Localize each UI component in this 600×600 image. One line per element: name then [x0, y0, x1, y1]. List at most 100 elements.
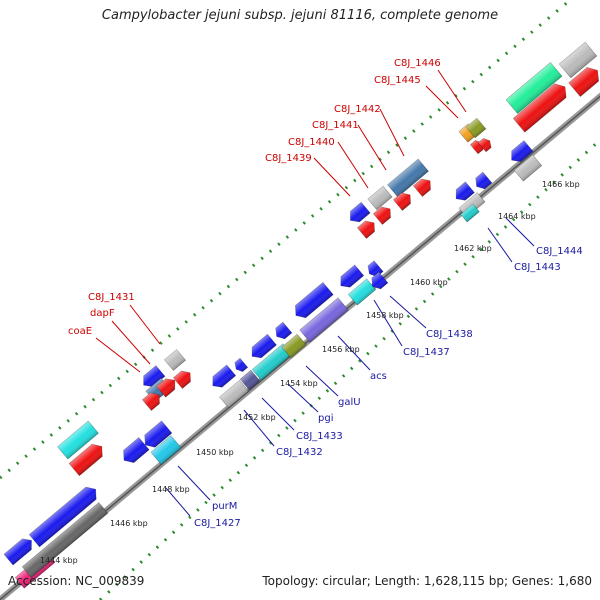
gene-feature: [150, 435, 182, 465]
connector-line: [287, 383, 319, 413]
gene-feature: [512, 83, 567, 133]
gene-feature: [251, 333, 277, 359]
gene-label-top: C8J_1442: [334, 104, 381, 115]
gene-feature: [371, 271, 389, 290]
gene-label-bottom: C8J_1443: [514, 262, 561, 273]
gene-feature: [505, 62, 563, 114]
gene-label-bottom: C8J_1433: [296, 431, 343, 442]
gene-feature: [239, 369, 261, 391]
gene-label-top: C8J_1440: [288, 137, 335, 148]
accession-text: Accession: NC_009839: [8, 574, 145, 588]
gene-feature: [455, 181, 475, 201]
gene-feature: [475, 171, 493, 190]
gene-feature: [123, 437, 150, 463]
gene-features: [3, 41, 599, 589]
tick-label: 1450 kbp: [196, 448, 234, 457]
label-connectors: [95, 69, 535, 517]
gene-label-top: dapF: [90, 308, 115, 319]
gene-feature: [558, 41, 598, 79]
gene-feature: [460, 203, 480, 223]
gene-label-bottom: galU: [338, 397, 361, 408]
gene-label-bottom: pgi: [318, 413, 333, 424]
tick-label: 1444 kbp: [40, 556, 78, 565]
gene-label-bottom: C8J_1432: [276, 447, 323, 458]
gene-label-top: C8J_1446: [394, 58, 441, 69]
gene-feature: [372, 206, 391, 225]
gene-feature: [141, 392, 160, 411]
gene-feature: [57, 420, 99, 460]
gene-feature: [28, 486, 97, 548]
map-title: Campylobacter jejuni subsp. jejuni 81116…: [101, 8, 499, 23]
gene-feature: [143, 365, 166, 387]
connector-line: [305, 365, 339, 397]
connector-line: [337, 141, 369, 189]
gene-feature: [356, 220, 375, 239]
gene-feature: [212, 364, 237, 388]
gene-feature: [347, 278, 377, 306]
connector-line: [505, 217, 535, 247]
gene-feature: [465, 117, 487, 139]
gene-feature: [392, 192, 411, 211]
tick-label: 1452 kbp: [238, 413, 276, 422]
connector-line: [437, 69, 467, 113]
dots-lower: [98, 138, 600, 600]
gene-feature: [412, 178, 431, 197]
gene-label-bottom: acs: [370, 371, 387, 382]
connector-line: [337, 335, 371, 371]
dots-upper: [0, 0, 573, 480]
gene-label-top: coaE: [68, 326, 92, 337]
tick-label: 1460 kbp: [410, 278, 448, 287]
tick-label: 1462 kbp: [454, 244, 492, 253]
gene-feature: [172, 370, 191, 389]
connector-line: [389, 295, 427, 329]
gene-feature: [513, 154, 543, 182]
connector-line: [177, 465, 211, 501]
gene-feature: [219, 379, 249, 409]
gene-label-top: C8J_1445: [374, 75, 421, 86]
gene-feature: [350, 201, 371, 223]
gene-label-top: C8J_1441: [312, 120, 359, 131]
connector-line: [425, 85, 459, 119]
gene-feature: [568, 66, 599, 97]
tick-labels: 1444 kbp 1446 kbp 1448 kbp 1450 kbp 1452 kbp…: [40, 180, 580, 565]
gene-label-top: C8J_1431: [88, 292, 135, 303]
connector-line: [357, 124, 387, 171]
gene-feature: [511, 140, 534, 162]
gene-feature: [387, 158, 429, 198]
tick-label: 1454 kbp: [280, 379, 318, 388]
connector-line: [487, 227, 513, 263]
genome-summary-text: Topology: circular; Length: 1,628,115 bp…: [262, 574, 592, 588]
connector-line: [129, 304, 161, 345]
connector-line: [95, 337, 141, 373]
gene-label-bottom: C8J_1427: [194, 518, 241, 529]
connector-line: [313, 157, 351, 197]
tick-label: 1458 kbp: [366, 311, 404, 320]
gene-labels: coaE dapF C8J_1431 C8J_1439 C8J_1440 C8J_1441…: [68, 58, 583, 529]
gene-feature: [299, 297, 349, 343]
gene-feature: [340, 264, 365, 288]
gene-label-bottom: C8J_1444: [536, 246, 583, 257]
gene-feature: [281, 333, 307, 359]
gene-label-top: C8J_1439: [265, 153, 312, 164]
gene-feature: [477, 137, 492, 153]
gene-feature: [144, 420, 173, 448]
connector-line: [165, 487, 191, 517]
gene-feature: [163, 349, 187, 371]
gene-label-bottom: C8J_1437: [403, 347, 450, 358]
tick-label: 1446 kbp: [110, 519, 148, 528]
gene-feature: [156, 378, 176, 398]
gene-feature: [3, 538, 32, 566]
gene-label-bottom: purM: [212, 501, 237, 512]
connector-line: [111, 320, 151, 365]
connector-line: [373, 299, 403, 347]
gene-feature: [234, 357, 249, 373]
connector-line: [379, 108, 405, 157]
tick-label: 1466 kbp: [542, 180, 580, 189]
gene-label-bottom: C8J_1438: [426, 329, 473, 340]
gene-feature: [367, 185, 393, 211]
connector-line: [243, 409, 275, 447]
gene-feature: [68, 443, 103, 477]
gene-feature: [295, 281, 334, 319]
gene-feature: [275, 321, 293, 340]
